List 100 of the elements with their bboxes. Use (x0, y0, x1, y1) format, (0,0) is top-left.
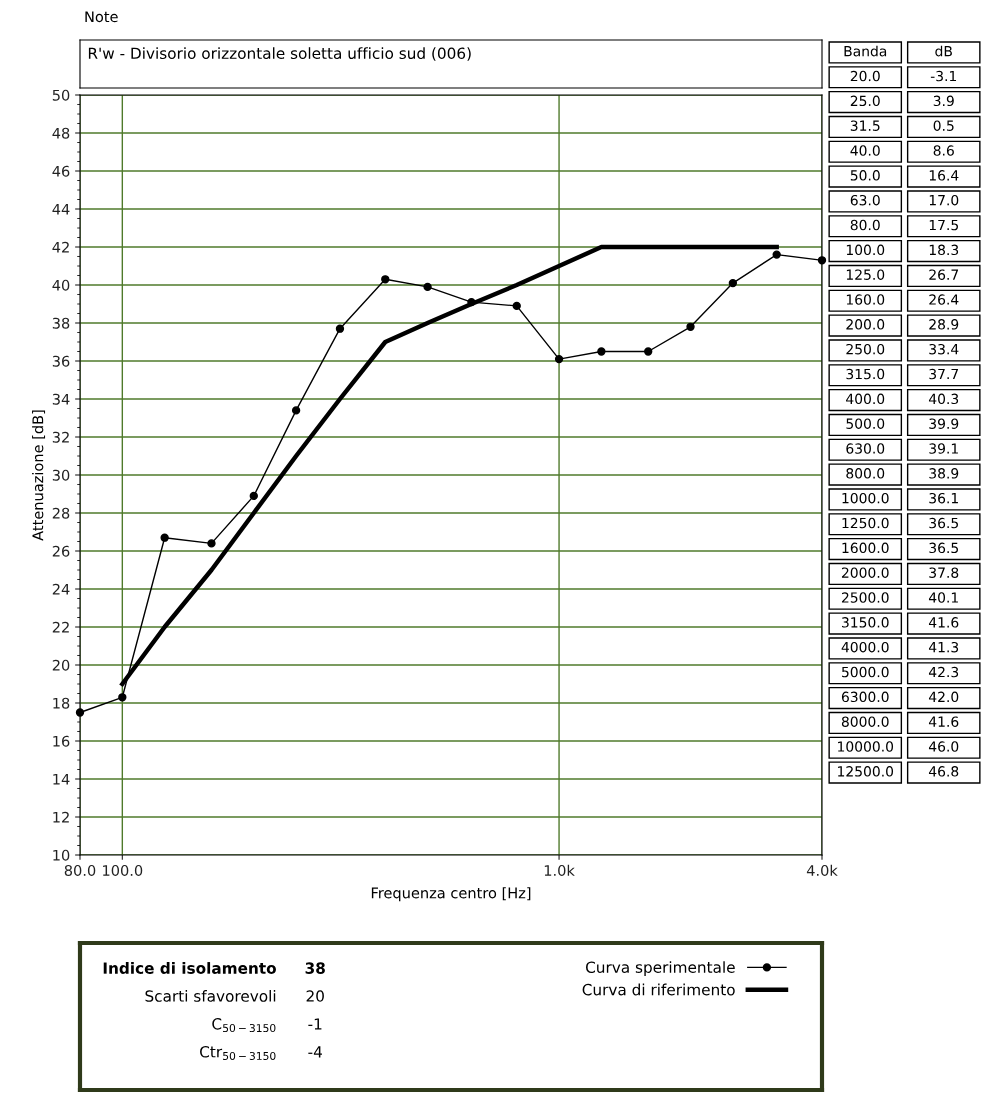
point (512, 301, 521, 311)
text: 50.0 (850, 170, 880, 181)
point (772, 250, 781, 259)
text: 38.9 (929, 468, 959, 479)
text: 36.5 (929, 542, 958, 554)
text: 41.6 (928, 716, 959, 727)
text: 18.3 (929, 244, 959, 256)
text: 6300.0 (841, 691, 889, 703)
y-tick-label: 34 (52, 393, 70, 405)
text: 500.0 (846, 418, 885, 429)
point (207, 539, 216, 548)
y-tick-label: 42 (52, 241, 69, 253)
text: 17.5 (929, 219, 958, 231)
text: 8000.0 (841, 716, 889, 727)
y-tick-label: 22 (52, 621, 69, 633)
text: 39.9 (929, 418, 959, 429)
y-tick-label: 40 (52, 279, 70, 291)
y-tick-label: 24 (52, 583, 70, 595)
text: 630.0 (846, 443, 885, 454)
point (686, 322, 695, 331)
point (554, 354, 564, 364)
point (817, 256, 827, 265)
text: 2000.0 (841, 567, 889, 578)
chart-title: R'w - Divisorio orizzontale soletta ufficio sud (006) (88, 47, 471, 61)
y-tick-label: 44 (52, 203, 70, 215)
text: 40.1 (928, 592, 958, 603)
y-tick-label: 26 (52, 545, 70, 557)
y-axis-title: Attenuazione [dB] (32, 410, 46, 541)
y-tick-label: 16 (53, 735, 70, 747)
text: -4 (308, 1046, 322, 1058)
text: 1600.0 (842, 542, 889, 554)
x-tick-label: 100.0 (103, 864, 143, 877)
text: 36.5 (929, 517, 958, 529)
point (160, 533, 169, 542)
y-tick-label: 28 (52, 507, 70, 519)
legend-label: Curva sperimentale (585, 961, 735, 976)
text: 63.0 (850, 194, 880, 206)
y-tick-label: 30 (52, 469, 70, 481)
text: 20.0 (850, 70, 880, 82)
text: 41.3 (928, 641, 959, 653)
text: 8.6 (933, 145, 954, 156)
point (335, 324, 345, 333)
y-tick-label: 12 (53, 811, 69, 823)
y-tick-label: 18 (53, 697, 70, 709)
x-axis-title: Frequenza centro [Hz] (371, 887, 531, 902)
text: Indice di isolamento (103, 962, 276, 974)
text: 39.1 (929, 443, 958, 454)
text: 3.9 (933, 95, 954, 107)
point (381, 275, 390, 284)
text: 125.0 (846, 269, 885, 280)
text: 36.1 (929, 492, 958, 504)
text: 400.0 (846, 393, 885, 405)
text: 26.7 (929, 269, 959, 280)
x-tick-label: 1.0k (544, 864, 575, 877)
text: -3.1 (930, 70, 957, 82)
y-tick-label: 36 (52, 355, 70, 367)
text: 315.0 (846, 368, 885, 380)
text: 42.0 (928, 691, 959, 703)
y-tick-label: 38 (52, 317, 70, 329)
text: 42.3 (928, 666, 959, 678)
text: 12500.0 (838, 766, 894, 777)
y-tick-label: 46 (52, 165, 70, 177)
text: 160.0 (846, 294, 885, 305)
text: 1250.0 (842, 517, 889, 529)
y-tick-label: 20 (52, 659, 70, 671)
text: 10000.0 (838, 741, 894, 752)
chart-subtitle: Note (85, 11, 118, 23)
text: 41.6 (928, 617, 959, 628)
text: Banda (844, 45, 887, 57)
text: 46.0 (928, 741, 959, 752)
text: 1000.0 (842, 492, 889, 504)
text: 25.0 (850, 95, 880, 107)
point (75, 708, 85, 717)
point (249, 491, 258, 501)
text: 4000.0 (841, 641, 889, 653)
text: 5000.0 (842, 666, 889, 678)
text: 31.5 (850, 120, 880, 131)
text: 17.0 (929, 194, 959, 206)
point (118, 693, 127, 702)
text: 26.4 (929, 294, 959, 305)
text: 80.0 (850, 219, 880, 231)
text: Ctr$_{50−3150}$ (200, 1046, 276, 1060)
text: 800.0 (846, 468, 885, 479)
point (728, 278, 738, 288)
text: 37.8 (929, 567, 959, 578)
text: -1 (308, 1018, 322, 1030)
point (291, 406, 301, 415)
y-tick-label: 50 (52, 89, 70, 101)
text: 2500.0 (841, 592, 889, 603)
text: 38 (305, 962, 325, 974)
text: 28.9 (929, 319, 959, 330)
text: 40.0 (850, 145, 880, 156)
point (423, 282, 432, 292)
text: 3150.0 (842, 617, 889, 628)
text: 0.5 (933, 120, 954, 131)
text: 37.7 (929, 368, 959, 380)
text: 46.8 (928, 766, 959, 777)
text: 40.3 (928, 393, 959, 405)
x-tick-label: 4.0k (806, 864, 838, 877)
legend-label: Curva di riferimento (582, 983, 735, 996)
